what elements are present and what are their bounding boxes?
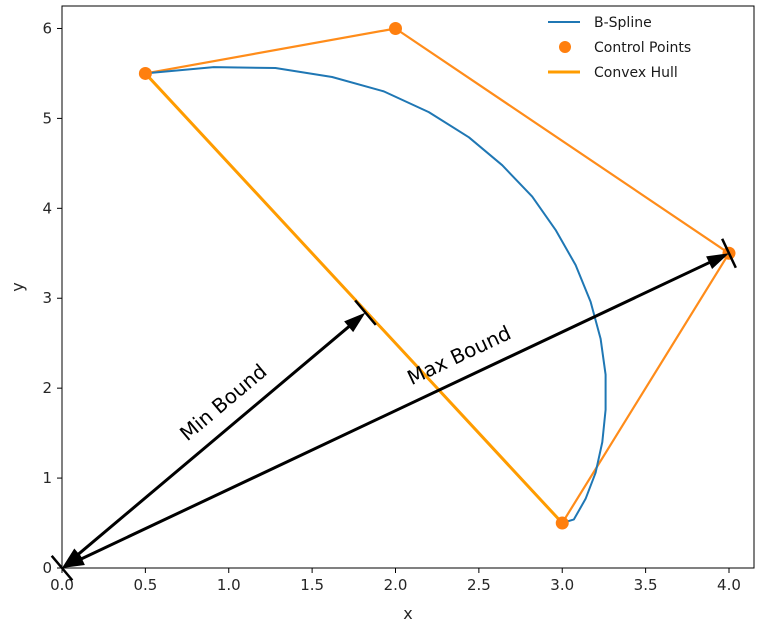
legend-bspline-label: B-Spline: [594, 15, 652, 31]
x-axis-title: x: [403, 604, 412, 623]
y-tick-label: 0: [42, 559, 52, 577]
control-point: [555, 516, 569, 530]
arrow-end-bar: [721, 238, 737, 269]
y-tick-label: 1: [42, 469, 52, 487]
x-tick-label: 3.0: [550, 576, 574, 594]
x-tick-label: 4.0: [717, 576, 741, 594]
bspline-curve: [145, 66, 607, 524]
arrow-head: [344, 312, 366, 333]
x-tick-label: 0.0: [50, 576, 74, 594]
y-axis: 0 1 2 3 4 5 6: [42, 19, 62, 577]
y-tick-label: 5: [42, 109, 52, 127]
y-tick-label: 6: [42, 19, 52, 37]
x-tick-label: 0.5: [133, 576, 157, 594]
arrow-end-bar: [354, 299, 377, 326]
convex-hull-segment: [144, 27, 397, 75]
bound-arrow-shaft: [70, 256, 721, 566]
control-point: [138, 66, 152, 80]
x-tick-label: 2.5: [467, 576, 491, 594]
y-tick-label: 4: [42, 199, 52, 217]
y-axis-title: y: [8, 282, 27, 291]
legend-control-label: Control Points: [594, 40, 691, 56]
legend-control-swatch: [559, 41, 571, 53]
convex-hull-segment: [143, 71, 564, 525]
y-tick-label: 3: [42, 289, 52, 307]
convex-hull-segment: [561, 252, 731, 525]
plot-frame: [61, 5, 755, 569]
series-layer: [138, 21, 736, 530]
control-point: [388, 21, 402, 35]
x-tick-label: 2.0: [384, 576, 408, 594]
convex-hull-segment: [394, 27, 731, 255]
y-tick-label: 2: [42, 379, 52, 397]
bound-arrow-shaft: [68, 317, 359, 563]
x-axis: 0.0 0.5 1.0 1.5 2.0 2.5 3.0 3.5 4.0: [50, 568, 741, 594]
x-tick-label: 3.5: [634, 576, 658, 594]
arrow-head: [62, 552, 85, 568]
x-tick-label: 1.0: [217, 576, 241, 594]
arrow-head: [706, 253, 729, 269]
legend-hull-label: Convex Hull: [594, 65, 678, 81]
legend: B-Spline Control Points Convex Hull: [548, 15, 691, 81]
x-tick-label: 1.5: [300, 576, 324, 594]
